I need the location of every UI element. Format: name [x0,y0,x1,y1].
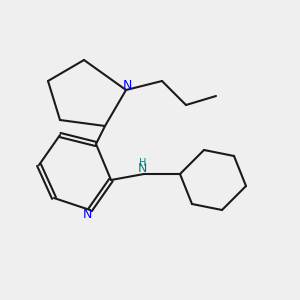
Text: N: N [123,79,132,92]
Text: N: N [138,162,147,175]
Text: N: N [82,208,92,221]
Text: H: H [139,158,146,169]
